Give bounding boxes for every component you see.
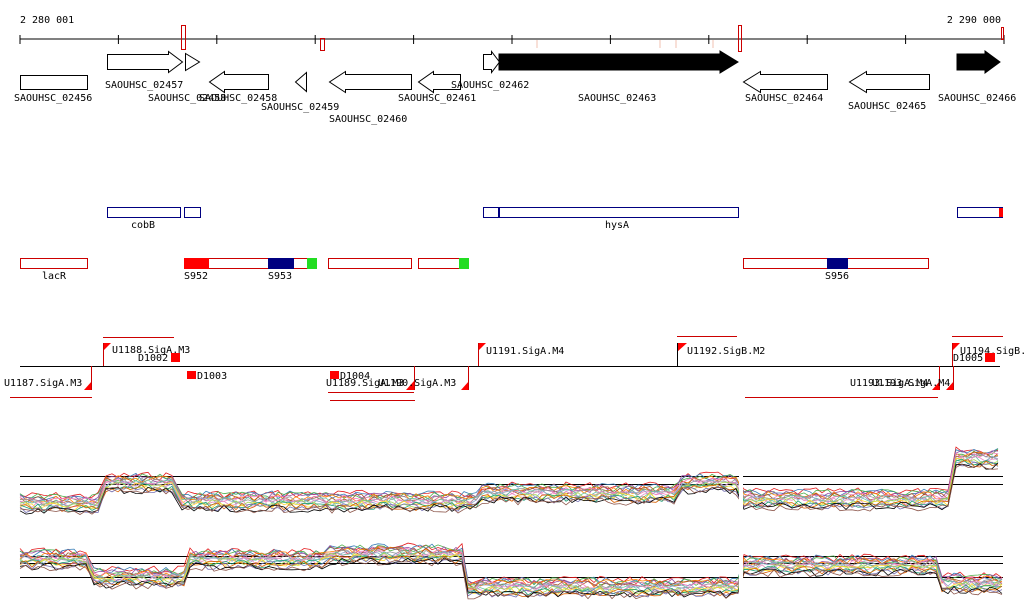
highlight-marker xyxy=(182,26,186,50)
operon-box[interactable] xyxy=(958,208,1003,218)
promoter-label: U1192.SigB.M2 xyxy=(687,346,765,357)
terminator-block[interactable] xyxy=(187,371,196,379)
gene-shape[interactable] xyxy=(186,54,200,71)
gene-shape[interactable] xyxy=(108,52,183,73)
promoter-label: U1191.SigA.M4 xyxy=(486,346,564,357)
promoter-label: U1187.SigA.M3 xyxy=(4,378,82,389)
terminator-label: D1003 xyxy=(197,371,227,382)
ruler-end-label: 2 290 000 xyxy=(947,15,1001,26)
promoter-flag[interactable] xyxy=(952,343,960,351)
gene-label: SAOUHSC_02463 xyxy=(578,93,656,104)
promoter-label: U1193.SigA.M4 xyxy=(872,378,950,389)
terminator-label: D1004 xyxy=(340,371,370,382)
region-track: lacR S952 S953 S956 xyxy=(21,258,929,282)
coordinate-ruler: 2 280 001 2 290 000 xyxy=(20,15,1004,52)
expression-curves xyxy=(20,447,998,514)
operon-box[interactable] xyxy=(185,208,201,218)
promoter-label: U1190.SigA.M3 xyxy=(378,378,456,389)
terminator-block[interactable] xyxy=(985,353,995,362)
region-box[interactable] xyxy=(329,259,412,269)
expression-curves xyxy=(20,543,1002,599)
region-segment-green xyxy=(307,258,317,269)
gene-label: SAOUHSC_02456 xyxy=(14,93,92,104)
gene-shape[interactable] xyxy=(957,51,1000,73)
region-segment-blue xyxy=(268,258,294,269)
gene-shape[interactable] xyxy=(330,72,412,93)
region-label: S956 xyxy=(825,271,849,282)
gene-shape[interactable] xyxy=(21,76,88,90)
gene-track: SAOUHSC_02456 SAOUHSC_02457 SAOUHSC_0245… xyxy=(14,51,1016,125)
gene-label: SAOUHSC_02457 xyxy=(105,80,183,91)
region-segment-green xyxy=(459,258,469,269)
gene-shape[interactable] xyxy=(210,72,269,93)
terminator-label: D1005 xyxy=(953,353,983,364)
gene-label: SAOUHSC_02461 xyxy=(398,93,476,104)
operon-track: cobB hysA xyxy=(108,207,1004,231)
ruler-start-label: 2 280 001 xyxy=(20,15,74,26)
gene-label: SAOUHSC_02465 xyxy=(848,101,926,112)
highlight-marker xyxy=(321,39,325,51)
operon-box[interactable] xyxy=(484,208,739,218)
promoter-flag[interactable] xyxy=(103,343,111,351)
gene-shape[interactable] xyxy=(484,52,500,73)
operon-box[interactable] xyxy=(108,208,181,218)
region-label: lacR xyxy=(42,271,67,282)
gene-shape[interactable] xyxy=(744,72,828,93)
track-gap xyxy=(739,530,743,605)
region-segment-blue xyxy=(827,258,848,269)
terminator-block[interactable] xyxy=(330,371,339,379)
region-label: S953 xyxy=(268,271,292,282)
expression-track-lower xyxy=(20,530,1003,605)
promoter-track: U1188.SigA.M3 U1191.SigA.M4 U1192.SigB.M… xyxy=(4,337,1024,401)
promoter-flag[interactable] xyxy=(478,343,486,351)
gene-label: SAOUHSC_02464 xyxy=(745,93,823,104)
gene-label: SAOUHSC_02466 xyxy=(938,93,1016,104)
operon-marker xyxy=(498,207,500,218)
expression-track-upper xyxy=(20,440,1003,520)
expression-series-line xyxy=(20,545,1002,586)
gene-shape[interactable] xyxy=(296,73,307,92)
terminator-block[interactable] xyxy=(171,353,180,362)
promoter-flag[interactable] xyxy=(84,381,92,390)
gene-shape[interactable] xyxy=(850,72,930,93)
expression-series-line xyxy=(20,457,998,507)
gene-label: SAOUHSC_02462 xyxy=(451,80,529,91)
operon-label: cobB xyxy=(131,220,155,231)
operon-marker xyxy=(999,208,1003,217)
gene-label: SAOUHSC_02460 xyxy=(329,114,407,125)
promoter-flag[interactable] xyxy=(677,343,687,352)
track-gap xyxy=(739,440,743,520)
terminator-label: D1002 xyxy=(138,353,168,364)
operon-label: hysA xyxy=(605,220,629,231)
region-segment-red xyxy=(184,258,209,269)
gene-label: SAOUHSC_02459 xyxy=(261,102,339,113)
gene-shape[interactable] xyxy=(499,51,738,73)
promoter-flag[interactable] xyxy=(461,381,469,390)
highlight-marker xyxy=(1002,28,1004,40)
region-label: S952 xyxy=(184,271,208,282)
region-box[interactable] xyxy=(21,259,88,269)
